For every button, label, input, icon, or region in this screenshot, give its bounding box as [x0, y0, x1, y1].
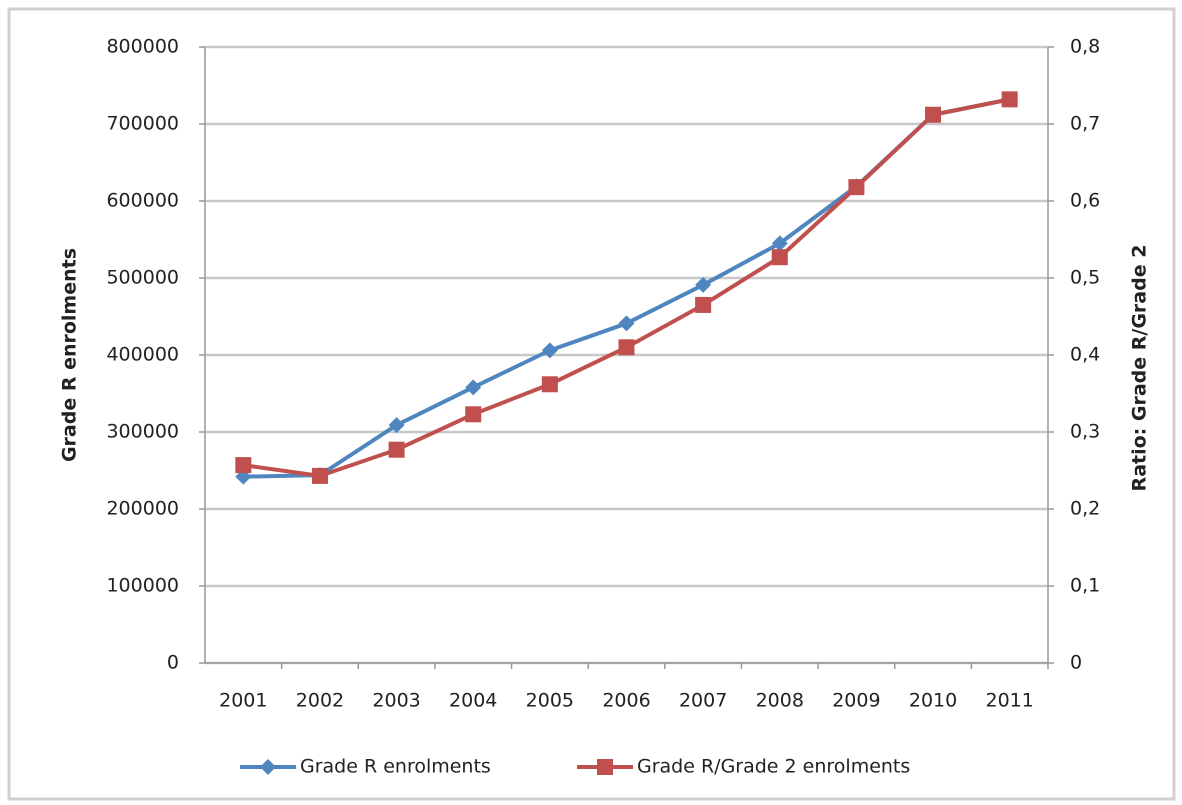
- y2-tick-label: 0,5: [1070, 267, 1100, 289]
- y-tick-label: 400000: [106, 344, 179, 366]
- series-marker: [1001, 91, 1018, 108]
- y-tick-label: 200000: [106, 498, 179, 520]
- y-tick-label: 700000: [106, 113, 179, 135]
- series-marker: [311, 467, 328, 484]
- y2-tick-label: 0,3: [1070, 421, 1100, 443]
- x-tick-label: 2006: [602, 690, 650, 712]
- legend-label: Grade R/Grade 2 enrolments: [637, 756, 910, 778]
- x-tick-label: 2007: [679, 690, 727, 712]
- series-marker: [618, 315, 635, 332]
- x-tick-label: 2005: [526, 690, 574, 712]
- series-marker: [541, 376, 558, 393]
- series-marker: [771, 235, 788, 252]
- y-tick-label: 500000: [106, 267, 179, 289]
- y-tick-label: 0: [167, 652, 179, 674]
- series-marker: [541, 342, 558, 359]
- y-tick-label: 100000: [106, 575, 179, 597]
- y2-tick-label: 0,7: [1070, 113, 1100, 135]
- y2-tick-label: 0,4: [1070, 344, 1100, 366]
- legend-marker: [597, 759, 613, 775]
- x-tick-label: 2002: [296, 690, 344, 712]
- y-tick-label: 300000: [106, 421, 179, 443]
- series-marker: [925, 106, 942, 123]
- y2-tick-label: 0,6: [1070, 190, 1100, 212]
- series-marker: [771, 249, 788, 266]
- x-tick-label: 2010: [909, 690, 957, 712]
- series-marker: [618, 339, 635, 356]
- series-marker: [465, 406, 482, 423]
- y2-tick-label: 0: [1070, 652, 1082, 674]
- y2-axis-title: Ratio: Grade R/Grade 2: [1129, 245, 1151, 492]
- legend-label: Grade R enrolments: [300, 756, 491, 778]
- chart-frame: [7, 7, 1176, 801]
- y2-tick-label: 0,8: [1070, 36, 1100, 58]
- x-tick-label: 2008: [756, 690, 804, 712]
- y-tick-label: 800000: [106, 36, 179, 58]
- series-marker: [465, 379, 482, 396]
- x-tick-label: 2011: [986, 690, 1034, 712]
- series-marker: [388, 417, 405, 434]
- legend-marker: [260, 759, 276, 775]
- series-marker: [695, 296, 712, 313]
- x-tick-label: 2001: [219, 690, 267, 712]
- series-marker: [848, 179, 865, 196]
- y-axis-title: Grade R enrolments: [59, 248, 81, 462]
- x-tick-label: 2009: [832, 690, 880, 712]
- y2-tick-label: 0,2: [1070, 498, 1100, 520]
- x-tick-label: 2004: [449, 690, 497, 712]
- y-tick-label: 600000: [106, 190, 179, 212]
- y2-tick-label: 0,1: [1070, 575, 1100, 597]
- series-marker: [235, 457, 252, 474]
- series-marker: [388, 441, 405, 458]
- x-tick-label: 2003: [372, 690, 420, 712]
- series-marker: [695, 276, 712, 293]
